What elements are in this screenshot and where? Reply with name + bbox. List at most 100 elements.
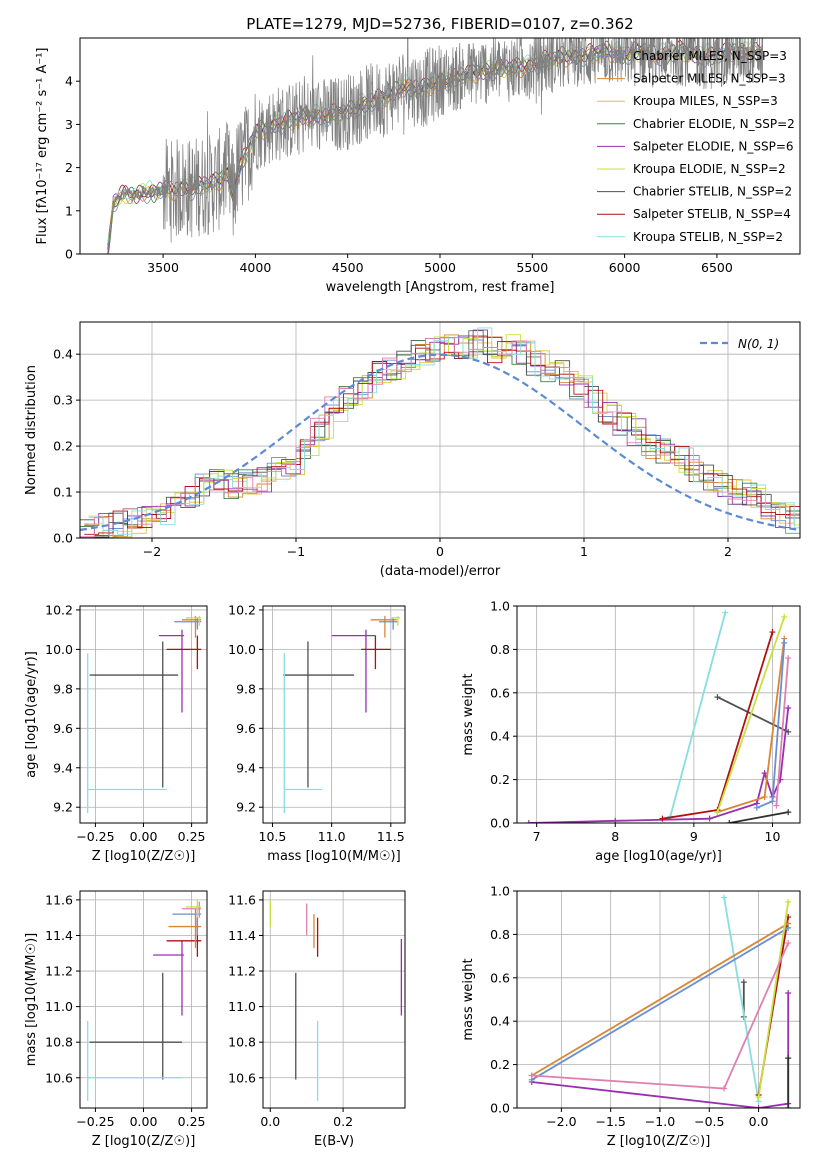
residual-histogram	[88, 334, 800, 532]
age-vs-Z-ytick-label: 9.2	[53, 800, 73, 815]
residuals-ytick-label: 0.0	[53, 531, 73, 546]
mass-weight-vs-Z-ytick-label: 1.0	[490, 884, 510, 899]
mass-vs-Z-ytick-label: 11.6	[45, 892, 73, 907]
residual-histogram	[84, 334, 800, 537]
mass-weight-vs-age-ytick-label: 0.4	[490, 729, 510, 744]
residuals-ytick-label: 0.2	[53, 439, 73, 454]
mass-weight-vs-age-marker	[659, 815, 666, 822]
age-vs-Z-xlabel: Z [log10(Z/Z☉)]	[92, 849, 196, 864]
mass-weight-vs-Z-ytick-label: 0.2	[490, 1057, 510, 1072]
residuals-xtick-label: −1	[287, 544, 305, 559]
plot-layer: 3500 4000 4500 5000 5500 6000 6500 0 1 2 3 4 wavelen…	[24, 37, 801, 1149]
mass-weight-vs-age-series-line	[717, 696, 789, 733]
age-vs-mass-xtick-label: 11.5	[377, 829, 405, 844]
age-vs-mass-points	[283, 615, 401, 814]
residual-histogram	[80, 337, 800, 538]
age-vs-mass-panel	[259, 606, 405, 827]
residuals-xtick-label: −2	[143, 544, 161, 559]
figure-title: PLATE=1279, MJD=52736, FIBERID=0107, z=0…	[246, 15, 633, 33]
mass-weight-vs-Z-marker	[721, 1085, 728, 1092]
legend-entry-3: Chabrier ELODIE, N_SSP=2	[633, 117, 795, 131]
age-vs-Z-xtick-label: 0.25	[178, 829, 206, 844]
age-vs-Z-ytick-label: 10.2	[45, 602, 73, 617]
age-vs-Z-panel	[76, 606, 207, 827]
mass-weight-vs-age-marker	[726, 820, 733, 823]
spectrum-xtick-label: 6000	[609, 260, 641, 275]
mass-weight-vs-age-marker	[706, 815, 713, 822]
residuals-hists	[80, 327, 800, 538]
mass-weight-vs-Z-ytick-label: 0.4	[490, 1014, 510, 1029]
legend-entry-6: Chabrier STELIB, N_SSP=2	[633, 185, 792, 199]
age-vs-Z-xtick-label: 0.00	[130, 829, 158, 844]
mass-weight-vs-Z-marker	[785, 940, 792, 947]
mass-weight-vs-Z-xtick-label: −1.0	[645, 1114, 675, 1129]
mass-weight-vs-age-xtick-label: 9	[690, 829, 698, 844]
mass-weight-vs-Z-marker	[785, 1055, 792, 1062]
mass-weight-vs-Z-ytick-label: 0.6	[490, 970, 510, 985]
mass-weight-vs-age-series-line	[528, 707, 790, 823]
legend-entry-8: Kroupa STELIB, N_SSP=2	[633, 230, 783, 244]
mass-weight-vs-Z-xtick-label: −2.0	[546, 1114, 576, 1129]
mass-weight-vs-Z-marker	[740, 979, 747, 986]
mass-weight-vs-age-lines	[525, 609, 792, 823]
age-vs-mass-xtick-label: 10.5	[259, 829, 287, 844]
mass-vs-Z-panel	[76, 891, 207, 1112]
mass-weight-vs-age-marker	[781, 613, 788, 620]
mass-weight-vs-Z-marker	[785, 898, 792, 905]
mass-weight-vs-Z-ytick-label: 0.0	[490, 1101, 510, 1116]
spectrum-ytick-label: 4	[65, 74, 73, 89]
mass-weight-vs-Z-marker	[785, 989, 792, 996]
spectrum-ytick-label: 3	[65, 117, 73, 132]
mass-weight-vs-Z-marker	[755, 1094, 762, 1101]
mass-vs-ebv-ytick-label: 11.4	[228, 928, 256, 943]
mass-weight-vs-age-series-line	[662, 631, 774, 820]
mass-weight-vs-Z-lines	[528, 894, 792, 1108]
mass-weight-vs-age-marker	[525, 820, 532, 823]
spectrum-lines	[107, 38, 764, 254]
residual-histogram	[84, 329, 800, 528]
legend-entry-2: Kroupa MILES, N_SSP=3	[633, 94, 778, 108]
mass-weight-vs-age-xtick-label: 8	[611, 829, 619, 844]
mass-vs-Z-xtick-label: 0.25	[178, 1114, 206, 1129]
mass-weight-vs-age-marker	[785, 809, 792, 816]
mass-vs-ebv-xtick-label: 0.0	[260, 1114, 280, 1129]
mass-weight-vs-Z-series-line	[723, 897, 760, 1102]
mass-weight-vs-Z-series-line	[531, 927, 789, 1081]
mass-vs-Z-ytick-label: 11.2	[45, 964, 73, 979]
mass-weight-vs-age-marker	[761, 793, 768, 800]
mass-vs-ebv-ytick-label: 10.8	[228, 1035, 256, 1050]
mass-weight-vs-age-series-line	[669, 612, 727, 817]
mass-weight-vs-age-marker	[769, 798, 776, 805]
mass-vs-ebv-points	[269, 899, 403, 1101]
mass-weight-vs-age-series-line	[716, 616, 786, 813]
residual-histogram	[80, 330, 800, 536]
spectrum-xlabel: wavelength [Angstrom, rest frame]	[326, 280, 555, 295]
age-vs-mass-ytick-label: 10.2	[228, 602, 256, 617]
age-vs-mass-ytick-label: 9.6	[236, 721, 256, 736]
mass-weight-vs-age-xtick-label: 10	[765, 829, 781, 844]
age-vs-mass-ytick-label: 9.8	[236, 681, 256, 696]
legend-entry-1: Salpeter MILES, N_SSP=3	[633, 72, 786, 86]
spectrum-ytick-label: 0	[65, 247, 73, 262]
mass-vs-Z-xtick-label: −0.25	[76, 1114, 114, 1129]
age-vs-Z-ytick-label: 9.8	[53, 681, 73, 696]
legend-entry-0: Chabrier MILES, N_SSP=3	[633, 49, 787, 63]
mass-weight-vs-Z-xtick-label: −1.5	[595, 1114, 625, 1129]
residual-histogram	[88, 327, 800, 535]
gaussian-curve	[80, 353, 798, 531]
age-vs-mass-ytick-label: 9.2	[236, 800, 256, 815]
residual-histogram	[88, 340, 800, 538]
mass-vs-Z-frame	[79, 890, 208, 1109]
age-vs-mass-xlabel: mass [log10(M/M☉)]	[267, 849, 400, 864]
residuals-ytick-label: 0.4	[53, 347, 73, 362]
residuals-xlabel: (data-model)/error	[380, 564, 501, 579]
mass-vs-Z-xtick-label: 0.00	[130, 1114, 158, 1129]
mass-weight-vs-age-marker	[761, 770, 768, 777]
spectrum-frame	[79, 37, 801, 255]
mass-vs-Z-ytick-label: 11.0	[45, 999, 73, 1014]
legend-entry-7: Salpeter STELIB, N_SSP=4	[633, 207, 791, 221]
legend-entry-5: Kroupa ELODIE, N_SSP=2	[633, 162, 786, 176]
mass-weight-vs-age-ytick-label: 1.0	[490, 599, 510, 614]
mass-weight-vs-age-ytick-label: 0.6	[490, 685, 510, 700]
mass-weight-vs-age-ytick-label: 0.2	[490, 772, 510, 787]
